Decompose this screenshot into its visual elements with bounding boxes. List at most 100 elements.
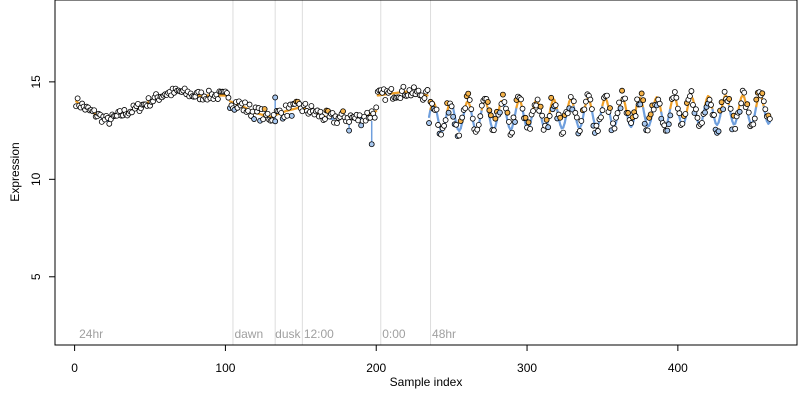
- data-point: [448, 103, 455, 110]
- data-point: [741, 89, 748, 96]
- data-point: [484, 99, 491, 105]
- phase-label: 24hr: [79, 327, 103, 341]
- data-point: [644, 127, 651, 134]
- data-point: [604, 92, 610, 99]
- data-point: [288, 112, 295, 119]
- data-point: [753, 96, 760, 103]
- x-tick-label: 300: [517, 361, 537, 375]
- data-point: [619, 87, 625, 94]
- data-point: [450, 113, 457, 120]
- data-point: [564, 110, 571, 117]
- phase-markers: [232, 0, 432, 345]
- data-point: [552, 102, 559, 108]
- data-point: [469, 115, 476, 122]
- y-axis-label: Expression: [8, 142, 22, 201]
- x-axis-label: Sample index: [390, 375, 463, 389]
- data-point: [129, 109, 135, 116]
- data-point: [581, 106, 588, 113]
- data-point: [438, 131, 444, 138]
- y-tick-label: 5: [29, 273, 43, 280]
- data-point: [548, 94, 555, 101]
- data-point: [74, 95, 81, 102]
- data-point: [429, 100, 435, 107]
- data-point: [632, 113, 639, 119]
- data-point: [486, 107, 493, 114]
- data-point: [270, 112, 277, 118]
- data-point: [251, 116, 257, 122]
- data-point: [625, 110, 631, 116]
- data-point: [745, 109, 752, 116]
- data-point: [751, 115, 758, 122]
- data-point: [435, 122, 441, 128]
- data-point: [679, 120, 686, 127]
- data-point: [721, 88, 728, 95]
- data-point: [587, 96, 594, 103]
- data-point: [694, 114, 701, 121]
- data-point: [272, 118, 279, 125]
- data-point: [478, 102, 485, 109]
- data-point: [525, 119, 532, 126]
- data-point: [687, 93, 693, 100]
- data-points: [73, 83, 773, 148]
- data-point: [572, 109, 579, 116]
- fit-segment: [590, 109, 595, 120]
- data-point: [766, 115, 773, 122]
- data-point: [397, 95, 404, 102]
- data-point: [762, 106, 769, 113]
- data-point: [610, 120, 616, 127]
- data-point: [145, 95, 152, 102]
- data-point: [543, 116, 550, 123]
- x-tick-label: 200: [366, 361, 386, 375]
- data-point: [214, 96, 221, 102]
- data-point: [442, 117, 449, 124]
- data-point: [736, 108, 743, 115]
- outlier-point: [272, 94, 279, 101]
- data-point: [611, 125, 618, 132]
- phase-label: dawn: [234, 327, 263, 341]
- data-point: [718, 99, 725, 106]
- data-point: [539, 112, 546, 119]
- data-point: [673, 94, 680, 101]
- data-point: [622, 95, 628, 102]
- data-point: [224, 90, 230, 96]
- data-point: [509, 129, 515, 136]
- data-point: [225, 94, 232, 101]
- data-point: [459, 114, 466, 121]
- x-axis: 0 100 200 300 400: [71, 344, 688, 375]
- data-point: [465, 90, 472, 97]
- data-point: [415, 87, 422, 94]
- data-point: [496, 109, 503, 116]
- data-point: [468, 106, 475, 113]
- data-point: [699, 119, 705, 126]
- data-point: [537, 103, 544, 110]
- data-point: [530, 108, 536, 114]
- data-point: [726, 96, 733, 102]
- data-point: [567, 93, 574, 100]
- fit-segment: [642, 106, 646, 118]
- data-point: [759, 90, 766, 97]
- data-point: [693, 106, 699, 113]
- data-point: [706, 96, 713, 103]
- phase-annotations: 24hr dawn dusk 12:00 0:00 48hr: [79, 327, 456, 341]
- y-tick-label: 10: [29, 172, 43, 186]
- data-point: [527, 125, 533, 132]
- data-point: [371, 114, 378, 121]
- data-point: [317, 108, 324, 115]
- data-point: [702, 109, 708, 116]
- x-tick-label: 100: [215, 361, 235, 375]
- data-point: [760, 98, 767, 105]
- data-point: [570, 98, 577, 105]
- data-point: [456, 132, 463, 139]
- data-point: [578, 118, 585, 124]
- data-point: [512, 119, 518, 125]
- data-point: [445, 109, 452, 116]
- data-point: [588, 106, 595, 113]
- data-point: [198, 89, 205, 96]
- data-point: [647, 111, 654, 118]
- data-point: [500, 91, 506, 98]
- data-point: [613, 114, 619, 121]
- data-point: [534, 96, 541, 103]
- data-point: [593, 122, 600, 129]
